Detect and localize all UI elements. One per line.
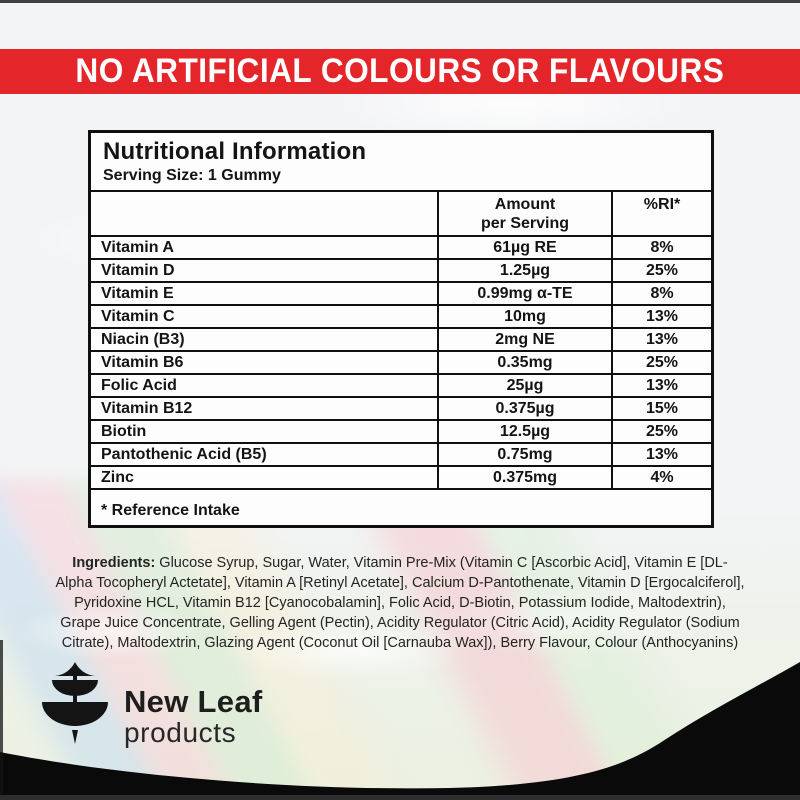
brand-text-block: New Leaf products bbox=[124, 656, 263, 748]
table-row: Vitamin C 10mg 13% bbox=[91, 304, 711, 327]
row-nutrient-name: Vitamin A bbox=[101, 239, 174, 256]
row-nutrient-name: Folic Acid bbox=[101, 377, 177, 394]
row-nutrient-name: Vitamin C bbox=[101, 308, 175, 325]
row-ri-percent: 25% bbox=[645, 354, 679, 371]
row-amount: 0.99mg α-TE bbox=[436, 283, 614, 304]
column-header-amount: Amount per Serving bbox=[436, 192, 614, 235]
row-amount: 25µg bbox=[436, 375, 614, 396]
banner-text: NO ARTIFICIAL COLOURS OR FLAVOURS bbox=[75, 52, 725, 90]
row-amount: 0.375mg bbox=[436, 467, 614, 488]
table-row: Vitamin D 1.25µg 25% bbox=[91, 258, 711, 281]
row-ri-percent: 13% bbox=[645, 331, 679, 348]
brand-logo: New Leaf products bbox=[38, 656, 263, 766]
brand-name: New Leaf bbox=[124, 684, 263, 719]
table-row: Vitamin E 0.99mg α-TE 8% bbox=[91, 281, 711, 304]
pastel-scenery-background bbox=[0, 480, 800, 800]
table-row: Folic Acid 25µg 13% bbox=[91, 373, 711, 396]
table-title: Nutritional Information bbox=[103, 138, 367, 165]
row-ri-percent: 25% bbox=[645, 423, 679, 440]
row-amount: 0.375µg bbox=[436, 398, 614, 419]
row-nutrient-name: Zinc bbox=[101, 469, 134, 486]
table-row: Niacin (B3) 2mg NE 13% bbox=[91, 327, 711, 350]
table-row: Pantothenic Acid (B5) 0.75mg 13% bbox=[91, 442, 711, 465]
row-nutrient-name: Niacin (B3) bbox=[101, 331, 185, 348]
column-header-blank bbox=[91, 192, 437, 235]
row-nutrient-name: Vitamin B12 bbox=[101, 400, 193, 417]
row-nutrient-name: Vitamin E bbox=[101, 285, 174, 302]
row-ri-percent: 13% bbox=[645, 308, 679, 325]
row-ri-percent: 25% bbox=[645, 262, 679, 279]
row-amount: 0.75mg bbox=[436, 444, 614, 465]
amount-header-line2: per Serving bbox=[480, 215, 569, 232]
row-amount: 2mg NE bbox=[436, 329, 614, 350]
column-header-row: Amount per Serving %RI* bbox=[91, 190, 711, 235]
serving-size: Serving Size: 1 Gummy bbox=[103, 167, 281, 184]
row-ri-percent: 8% bbox=[650, 239, 674, 256]
row-ri-percent: 15% bbox=[645, 400, 679, 417]
ingredients-paragraph: Ingredients: Glucose Syrup, Sugar, Water… bbox=[55, 553, 745, 653]
row-amount: 1.25µg bbox=[436, 260, 614, 281]
row-ri-percent: 8% bbox=[650, 285, 674, 302]
table-header-block: Nutritional Information Serving Size: 1 … bbox=[91, 133, 711, 190]
column-header-ri: %RI* bbox=[643, 196, 681, 213]
brand-subtitle: products bbox=[124, 717, 237, 748]
row-ri-percent: 13% bbox=[645, 446, 679, 463]
row-nutrient-name: Vitamin B6 bbox=[101, 354, 184, 371]
top-edge-line bbox=[0, 0, 800, 3]
row-amount: 12.5µg bbox=[436, 421, 614, 442]
row-nutrient-name: Biotin bbox=[101, 423, 147, 440]
table-row: Vitamin B6 0.35mg 25% bbox=[91, 350, 711, 373]
table-row: Zinc 0.375mg 4% bbox=[91, 465, 711, 488]
reference-intake-note: * Reference Intake bbox=[91, 488, 711, 525]
amount-header-line1: Amount bbox=[494, 196, 556, 213]
row-amount: 61µg RE bbox=[436, 237, 614, 258]
nutrition-rows: Vitamin A 61µg RE 8% Vitamin D 1.25µg 25… bbox=[91, 235, 711, 488]
table-row: Vitamin A 61µg RE 8% bbox=[91, 235, 711, 258]
row-ri-percent: 13% bbox=[645, 377, 679, 394]
nutrition-table: Nutritional Information Serving Size: 1 … bbox=[88, 130, 714, 528]
row-nutrient-name: Pantothenic Acid (B5) bbox=[101, 446, 267, 463]
table-row: Vitamin B12 0.375µg 15% bbox=[91, 396, 711, 419]
row-amount: 0.35mg bbox=[436, 352, 614, 373]
black-swoosh bbox=[0, 640, 800, 800]
row-amount: 10mg bbox=[436, 306, 614, 327]
table-row: Biotin 12.5µg 25% bbox=[91, 419, 711, 442]
tiered-tree-icon bbox=[42, 662, 108, 744]
ingredients-label: Ingredients: bbox=[72, 554, 156, 571]
footnote-text: * Reference Intake bbox=[101, 502, 240, 519]
ingredients-text: Glucose Syrup, Sugar, Water, Vitamin Pre… bbox=[55, 554, 745, 651]
row-ri-percent: 4% bbox=[650, 469, 674, 486]
no-artificial-banner: NO ARTIFICIAL COLOURS OR FLAVOURS bbox=[0, 49, 800, 94]
row-nutrient-name: Vitamin D bbox=[101, 262, 175, 279]
